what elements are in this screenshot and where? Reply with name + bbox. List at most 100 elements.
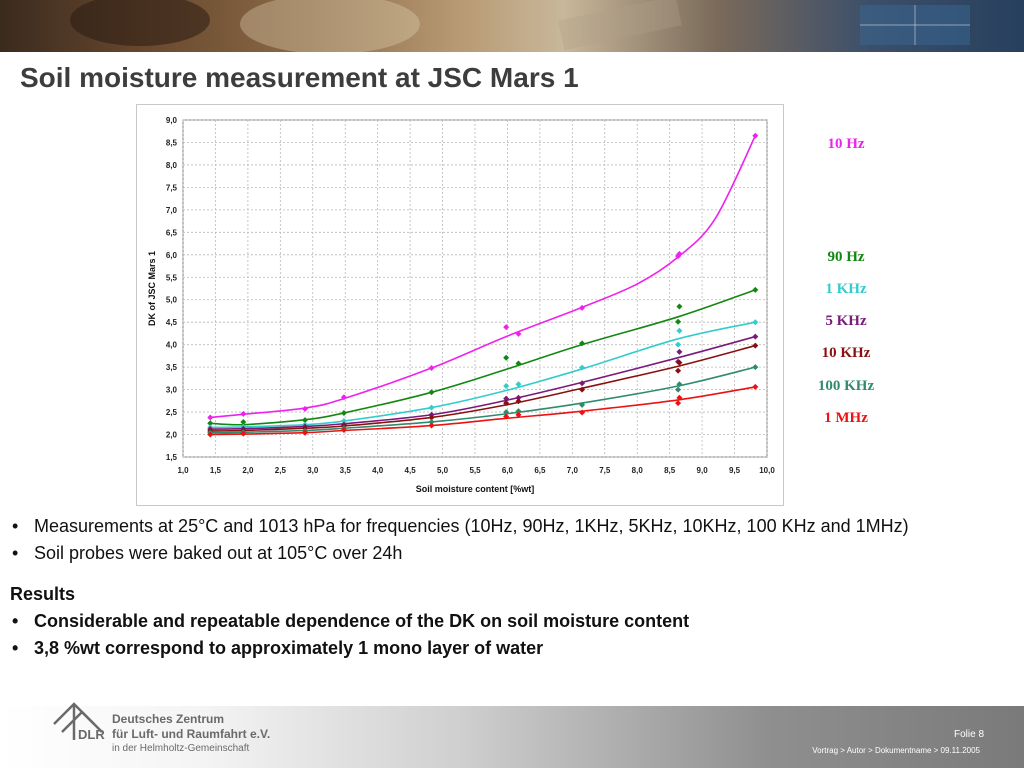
- data-point-90-hz: [207, 420, 214, 427]
- data-point-1-mhz: [340, 427, 347, 434]
- x-tick-label: 5,5: [469, 466, 481, 475]
- data-point-90-hz: [752, 286, 759, 293]
- data-point-1-mhz: [579, 409, 586, 416]
- x-tick-label: 1,5: [210, 466, 222, 475]
- data-point-90-hz: [515, 360, 522, 367]
- bullet-dot: •: [12, 543, 19, 563]
- legend-entry: 100 KHz: [817, 378, 875, 394]
- data-point-10-khz: [515, 398, 522, 405]
- data-point-10-khz: [428, 414, 435, 421]
- y-tick-label: 8,0: [166, 161, 178, 170]
- bullet-text: Measurements at 25°C and 1013 hPa for fr…: [34, 516, 909, 536]
- y-tick-label: 2,0: [166, 431, 178, 440]
- x-tick-label: 7,5: [599, 466, 611, 475]
- x-tick-label: 6,5: [534, 466, 546, 475]
- data-point-10-hz: [240, 410, 247, 417]
- x-tick-label: 8,0: [632, 466, 644, 475]
- data-point-1-khz: [428, 404, 435, 411]
- data-point-90-hz: [301, 417, 308, 424]
- data-point-1-mhz: [240, 430, 247, 437]
- y-axis-label: DK of JSC Mars 1: [147, 251, 157, 326]
- x-tick-label: 9,0: [697, 466, 709, 475]
- legend-entry: 1 KHz: [825, 281, 867, 297]
- x-tick-label: 2,5: [275, 466, 287, 475]
- data-point-90-hz: [579, 340, 586, 347]
- y-tick-label: 6,5: [166, 228, 178, 237]
- data-point-1-mhz: [752, 383, 759, 390]
- data-point-1-mhz: [207, 431, 214, 438]
- data-point-1-khz: [676, 327, 683, 334]
- data-point-90-hz: [676, 303, 683, 310]
- result-text: Considerable and repeatable dependence o…: [34, 611, 690, 631]
- y-tick-label: 5,5: [166, 273, 178, 282]
- bullet-item: • Measurements at 25°C and 1013 hPa for …: [10, 513, 1000, 540]
- x-axis-label: Soil moisture content [%wt]: [416, 484, 535, 494]
- bullet-section: • Measurements at 25°C and 1013 hPa for …: [10, 513, 1000, 662]
- x-tick-label: 7,0: [567, 466, 579, 475]
- org-name-line1: Deutsches Zentrum: [112, 712, 225, 726]
- dlr-logo-text: DLR: [78, 727, 105, 742]
- data-point-100-khz: [676, 381, 683, 388]
- dlr-logo-icon: [53, 702, 103, 740]
- x-tick-label: 2,0: [242, 466, 254, 475]
- x-tick-label: 5,0: [437, 466, 449, 475]
- results-heading: Results: [10, 584, 76, 604]
- series-line-5-khz: [210, 335, 756, 430]
- legend-entry: 10 KHz: [821, 345, 871, 361]
- bullet-dot: •: [12, 638, 19, 658]
- bullet-dot: •: [12, 516, 19, 536]
- footer-breadcrumb: Vortrag > Autor > Dokumentname > 09.11.2…: [812, 746, 980, 755]
- data-point-10-hz: [503, 324, 510, 331]
- data-point-1-khz: [752, 319, 759, 326]
- data-point-10-hz: [340, 394, 347, 401]
- data-point-1-khz: [675, 341, 682, 348]
- data-point-5-khz: [503, 395, 510, 402]
- data-point-1-khz: [579, 364, 586, 371]
- data-point-1-mhz: [515, 411, 522, 418]
- data-point-100-khz: [752, 364, 759, 371]
- legend-entry: 10 Hz: [827, 136, 865, 152]
- data-point-1-mhz: [676, 394, 683, 401]
- data-point-1-mhz: [675, 400, 682, 407]
- data-point-10-khz: [675, 367, 682, 374]
- data-point-1-khz: [503, 383, 510, 390]
- legend-entry: 90 Hz: [827, 249, 865, 265]
- result-text: 3,8 %wt correspond to approximately 1 mo…: [34, 638, 544, 658]
- org-name-line2: für Luft- und Raumfahrt e.V.: [112, 727, 271, 741]
- data-point-100-khz: [579, 401, 586, 408]
- data-point-5-khz: [676, 348, 683, 355]
- y-tick-label: 6,0: [166, 251, 178, 260]
- y-tick-label: 9,0: [166, 116, 178, 125]
- result-item: • 3,8 %wt correspond to approximately 1 …: [10, 635, 1000, 662]
- data-point-100-khz: [515, 408, 522, 415]
- legend-entry: 5 KHz: [825, 313, 867, 329]
- data-point-90-hz: [240, 418, 247, 425]
- slide-title: Soil moisture measurement at JSC Mars 1: [20, 62, 579, 93]
- series-line-1-mhz: [210, 386, 756, 436]
- y-tick-label: 8,5: [166, 138, 178, 147]
- legend-entry: 1 MHz: [824, 410, 868, 426]
- header-banner: [0, 0, 1024, 52]
- series-line-10-khz: [210, 344, 756, 432]
- data-point-100-khz: [503, 409, 510, 416]
- bullet-item: • Soil probes were baked out at 105°C ov…: [10, 540, 1000, 567]
- y-tick-label: 3,0: [166, 386, 178, 395]
- data-point-10-hz: [752, 132, 759, 139]
- y-tick-label: 7,0: [166, 206, 178, 215]
- bullet-dot: •: [12, 611, 19, 631]
- x-tick-label: 10,0: [759, 466, 775, 475]
- data-point-10-khz: [503, 400, 510, 407]
- series-line-100-khz: [210, 366, 756, 434]
- series-line-10-hz: [210, 135, 757, 419]
- data-point-100-khz: [428, 418, 435, 425]
- dk-moisture-chart: 1,0 1,5 2,0 2,5 3,0 3,5 4,0 4,5 5,0 5,5 6,0 6,5 7,0 7…: [147, 116, 775, 494]
- data-point-10-khz: [579, 386, 586, 393]
- data-point-90-hz: [675, 318, 682, 325]
- bullet-text: Soil probes were baked out at 105°C over…: [34, 543, 403, 563]
- x-tick-label: 9,5: [729, 466, 741, 475]
- y-tick-label: 5,0: [166, 296, 178, 305]
- org-name-line3: in der Helmholtz-Gemeinschaft: [112, 743, 250, 754]
- x-tick-label: 8,5: [664, 466, 676, 475]
- y-tick-label: 2,5: [166, 408, 178, 417]
- data-point-100-khz: [675, 386, 682, 393]
